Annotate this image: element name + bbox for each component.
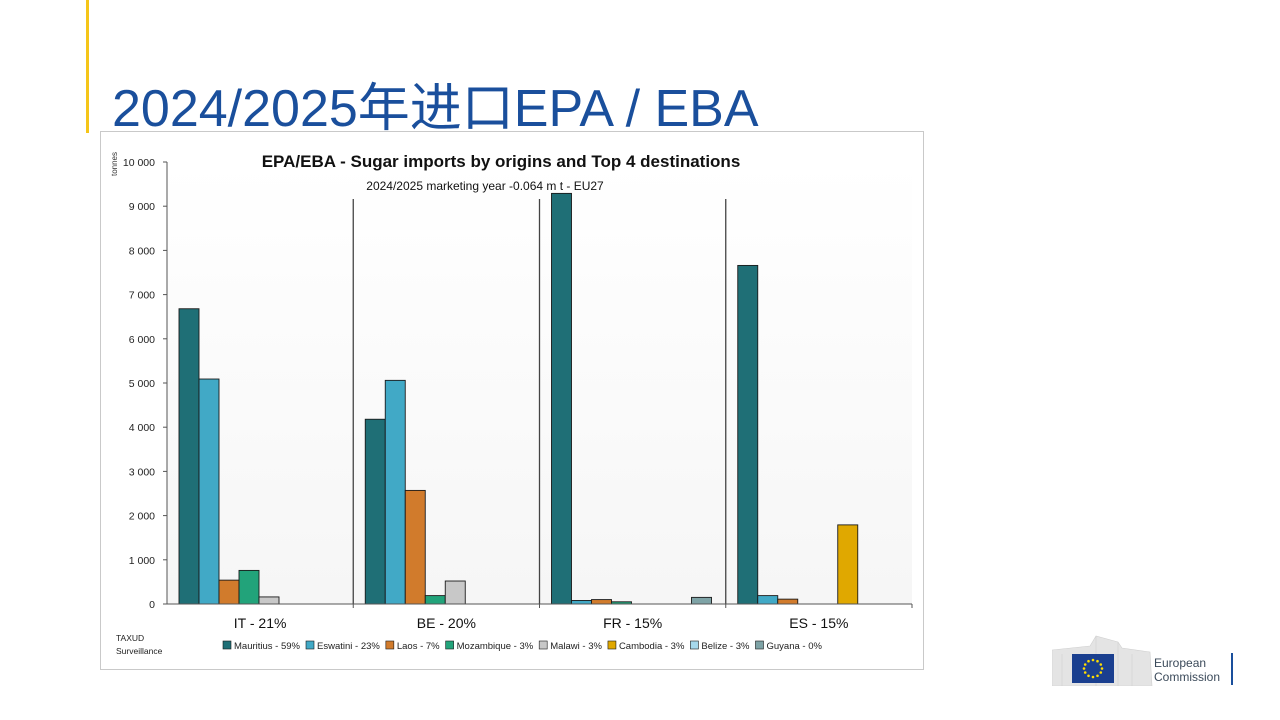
ec-logo-text: European Commission: [1154, 656, 1220, 684]
x-category-label: ES - 15%: [789, 615, 848, 631]
logo-divider: [1231, 653, 1233, 685]
slide-title: 2024/2025年进口EPA / EBA: [112, 80, 759, 138]
y-tick-label: 5 000: [129, 378, 155, 390]
y-tick-label: 9 000: [129, 201, 155, 213]
bar: [198, 378, 220, 605]
legend-label: Cambodia - 3%: [619, 641, 685, 652]
legend-swatch: [385, 640, 395, 650]
legend-label: Guyana - 0%: [766, 641, 822, 652]
bar: [218, 579, 240, 605]
sugar-imports-chart: EPA/EBA - Sugar imports by origins and T…: [110, 152, 913, 656]
legend-label: Malawi - 3%: [550, 641, 602, 652]
chart-subtitle: 2024/2025 marketing year -0.064 m t - EU…: [366, 179, 604, 193]
source-line-2: Surveillance: [116, 646, 163, 656]
logo-text-line2: Commission: [1154, 670, 1221, 684]
bar: [258, 596, 280, 605]
y-tick-label: 2 000: [129, 511, 155, 523]
y-tick-label: 7 000: [129, 290, 155, 302]
bar: [591, 599, 612, 605]
legend-swatch: [538, 640, 548, 650]
bar: [364, 418, 386, 605]
logo-text-line1: European: [1154, 656, 1207, 670]
legend-swatch: [690, 640, 699, 650]
legend-label: Mauritius - 59%: [234, 641, 301, 652]
legend-label: Mozambique - 3%: [457, 641, 534, 652]
eu-flag-icon: [1072, 654, 1114, 683]
bar: [691, 596, 712, 605]
y-tick-label: 4 000: [129, 422, 155, 434]
legend-swatch: [607, 640, 617, 650]
x-category-label: BE - 20%: [417, 615, 476, 631]
y-tick-label: 0: [149, 599, 155, 611]
bar: [404, 489, 426, 605]
y-tick-label: 6 000: [129, 334, 155, 346]
y-tick-label: 10 000: [123, 157, 155, 169]
y-tick-label: 8 000: [129, 245, 155, 257]
legend-swatch: [305, 640, 315, 650]
y-tick-label: 3 000: [129, 466, 155, 478]
bar: [551, 192, 572, 605]
bar: [837, 524, 859, 605]
ec-logo: [1052, 635, 1153, 686]
legend-label: Belize - 3%: [701, 641, 750, 652]
y-tick-label: 1 000: [129, 555, 155, 567]
bar: [757, 595, 779, 605]
bar: [238, 569, 260, 605]
x-category-label: IT - 21%: [234, 615, 287, 631]
bar: [444, 580, 466, 605]
x-category-label: FR - 15%: [603, 615, 662, 631]
title-accent-line: [86, 0, 89, 133]
bar: [384, 379, 406, 605]
source-line-1: TAXUD: [116, 633, 144, 643]
bar: [571, 600, 592, 605]
legend-label: Eswatini - 23%: [317, 641, 380, 652]
legend-swatch: [222, 640, 232, 650]
bar: [737, 264, 759, 605]
bar: [424, 595, 446, 605]
chart-title: EPA/EBA - Sugar imports by origins and T…: [262, 152, 741, 171]
bar: [178, 308, 200, 605]
chart-frame: EPA/EBA - Sugar imports by origins and T…: [100, 131, 924, 670]
legend-swatch: [755, 640, 764, 650]
bar: [777, 598, 799, 605]
legend-label: Laos - 7%: [397, 641, 440, 652]
legend-swatch: [445, 640, 454, 650]
y-axis-label: tonnes: [110, 152, 119, 176]
